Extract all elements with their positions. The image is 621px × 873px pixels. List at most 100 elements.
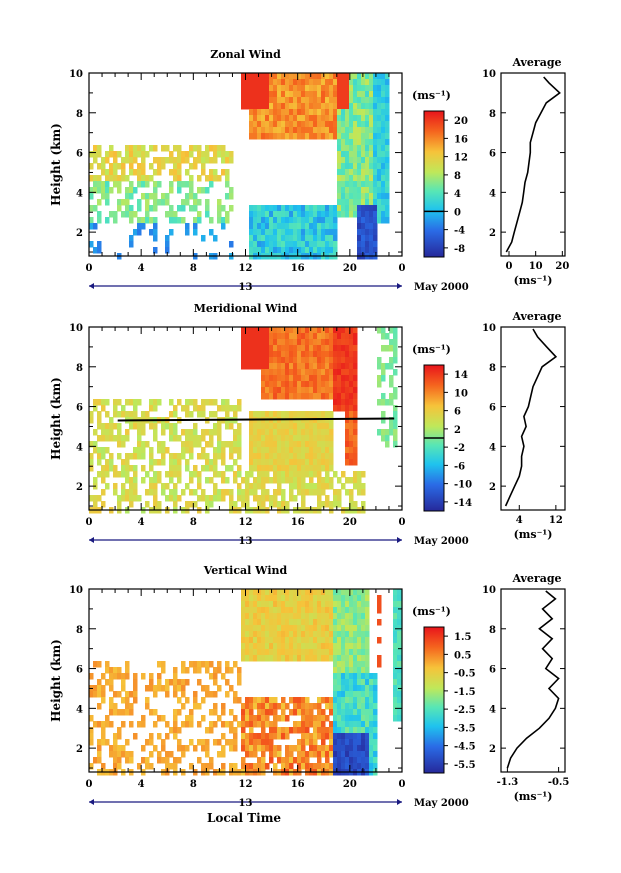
heatmap-cell: [249, 411, 254, 418]
heatmap-cell: [333, 667, 338, 674]
heatmap-cell: [369, 205, 374, 212]
heatmap-cell: [285, 471, 290, 478]
heatmap-cell: [265, 363, 270, 370]
heatmap-cell: [277, 715, 282, 722]
heatmap-cell: [145, 763, 150, 770]
heatmap-cell: [265, 85, 270, 92]
heatmap-cell: [237, 495, 242, 502]
heatmap-cell: [357, 79, 362, 86]
heatmap-cell: [397, 703, 402, 710]
heatmap-cell: [157, 399, 162, 406]
average-frame: [500, 588, 566, 773]
heatmap-cell: [169, 429, 174, 436]
heatmap-cell: [273, 471, 278, 478]
heatmap-cell: [373, 709, 378, 716]
heatmap-cell: [265, 79, 270, 86]
heatmap-cell: [253, 631, 258, 638]
heatmap-cell: [361, 109, 366, 116]
heatmap-cell: [121, 163, 126, 170]
x-tick-label: 8: [190, 779, 197, 790]
heatmap-cell: [241, 703, 246, 710]
heatmap-cell: [153, 489, 158, 496]
heatmap-cell: [309, 357, 314, 364]
heatmap-cell: [337, 363, 342, 370]
heatmap-cell: [229, 739, 234, 746]
heatmap-cell: [173, 435, 178, 442]
heatmap-cell: [285, 235, 290, 242]
heatmap-cell: [233, 733, 238, 740]
heatmap-cell: [325, 205, 330, 212]
heatmap-cell: [345, 121, 350, 128]
heatmap-cell: [393, 429, 398, 436]
heatmap-cell: [177, 435, 182, 442]
heatmap-cell: [337, 79, 342, 86]
heatmap-cell: [301, 345, 306, 352]
heatmap-cell: [181, 679, 186, 686]
heatmap-cell: [165, 247, 170, 254]
heatmap-cell: [141, 193, 146, 200]
heatmap-cell: [345, 751, 350, 758]
heatmap-cell: [321, 85, 326, 92]
heatmap-cell: [249, 103, 254, 110]
heatmap-cell: [257, 601, 262, 608]
heatmap-cell: [185, 679, 190, 686]
heatmap-cell: [153, 745, 158, 752]
heatmap-cell: [261, 589, 266, 596]
heatmap-cell: [377, 181, 382, 188]
date-tick-label: 13: [239, 536, 253, 547]
heatmap-cell: [321, 351, 326, 358]
heatmap-cell: [381, 327, 386, 334]
heatmap-cell: [229, 465, 234, 472]
heatmap-cell: [317, 327, 322, 334]
heatmap-cell: [333, 345, 338, 352]
heatmap-cell: [333, 85, 338, 92]
heatmap-cell: [105, 175, 110, 182]
heatmap-cell: [181, 447, 186, 454]
heatmap-cell: [321, 345, 326, 352]
heatmap-cell: [345, 459, 350, 466]
heatmap-cell: [257, 501, 262, 508]
heatmap-cell: [373, 673, 378, 680]
heatmap-cell: [353, 363, 358, 370]
heatmap-cell: [257, 643, 262, 650]
heatmap-cell: [285, 241, 290, 248]
heatmap-cell: [269, 441, 274, 448]
heatmap-cell: [145, 441, 150, 448]
heatmap-cell: [321, 631, 326, 638]
heatmap-cell: [317, 363, 322, 370]
heatmap-cell: [365, 625, 370, 632]
heatmap-cell: [297, 417, 302, 424]
heatmap-cell: [329, 655, 334, 662]
x-tick-label: 0: [399, 263, 406, 274]
heatmap-cell: [261, 649, 266, 656]
colorbar-tick-label: -5.5: [454, 760, 476, 771]
heatmap-cell: [237, 465, 242, 472]
heatmap-cell: [397, 661, 402, 668]
heatmap-cell: [261, 235, 266, 242]
heatmap-cell: [241, 727, 246, 734]
heatmap-cell: [261, 453, 266, 460]
heatmap-cell: [341, 103, 346, 110]
heatmap-cell: [121, 459, 126, 466]
heatmap-cell: [353, 73, 358, 80]
heatmap-cell: [325, 757, 330, 764]
heatmap-cell: [237, 441, 242, 448]
date-axis-arrow-right: [397, 799, 402, 805]
heatmap-cell: [205, 727, 210, 734]
colorbar-tick-label: -2: [454, 443, 465, 454]
heatmap-cell: [337, 613, 342, 620]
heatmap-cell: [325, 357, 330, 364]
heatmap-cell: [349, 405, 354, 412]
average-y-tick-label: 8: [489, 625, 496, 636]
heatmap-cell: [333, 351, 338, 358]
heatmap-cell: [365, 763, 370, 770]
heatmap-cell: [149, 447, 154, 454]
heatmap-cell: [97, 211, 102, 218]
heatmap-cell: [261, 205, 266, 212]
heatmap-cell: [325, 495, 330, 502]
heatmap-cell: [293, 429, 298, 436]
heatmap-cell: [369, 247, 374, 254]
heatmap-cell: [321, 477, 326, 484]
heatmap-cell: [265, 91, 270, 98]
